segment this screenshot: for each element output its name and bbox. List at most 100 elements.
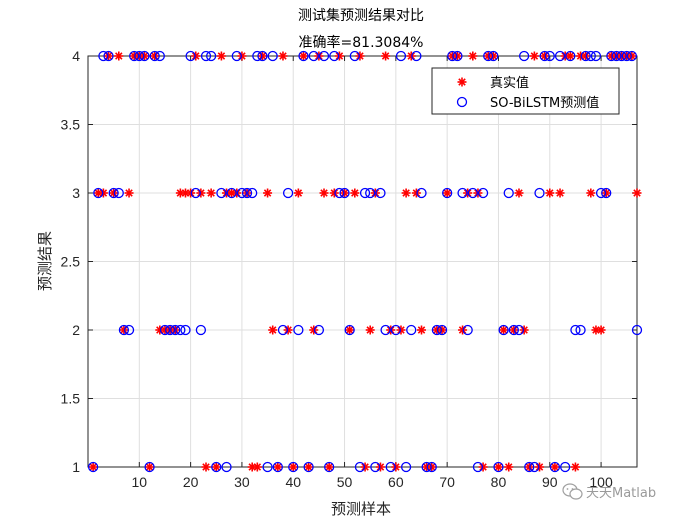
true-value-point (288, 462, 298, 472)
predicted-value-point (385, 461, 396, 473)
predicted-value-point (339, 187, 350, 199)
predicted-value-point (329, 50, 340, 62)
y-tick-label: 2.5 (61, 254, 81, 270)
predicted-value-point (606, 50, 617, 62)
x-tick-label: 70 (439, 474, 455, 490)
true-value-point (555, 188, 565, 198)
y-tick-label: 3.5 (61, 117, 81, 133)
predicted-value-point (375, 187, 386, 199)
true-value-point (88, 462, 98, 472)
true-value-point (206, 188, 216, 198)
watermark: 天天Matlab (562, 483, 656, 501)
legend: 真实值 SO-BiLSTM预测值 (431, 67, 620, 115)
predicted-value-point (129, 50, 140, 62)
x-tick-label: 50 (337, 474, 353, 490)
true-value-point (401, 188, 411, 198)
true-value-point (263, 188, 273, 198)
predicted-value-point (164, 324, 176, 336)
predicted-value-point (175, 324, 186, 336)
true-value-point (417, 325, 427, 335)
predicted-value-point (508, 324, 520, 336)
true-value-point (293, 188, 303, 198)
predicted-value-point (139, 50, 150, 62)
y-axis-label: 预测结果 (36, 231, 54, 291)
x-tick-label: 90 (542, 474, 558, 490)
true-value-point (145, 462, 155, 472)
true-value-point (298, 51, 308, 61)
predicted-value-point (431, 324, 443, 336)
y-tick-label: 3 (72, 185, 80, 201)
true-value-point (381, 51, 391, 61)
wechat-icon (562, 483, 583, 500)
predicted-value-point (344, 324, 355, 336)
true-value-point (365, 325, 375, 335)
series-predicted-values (87, 50, 643, 473)
predicted-value-point (483, 50, 494, 62)
legend-marker-circle (456, 96, 468, 108)
predicted-value-point (365, 187, 376, 199)
predicted-value-point (544, 50, 555, 62)
predicted-value-point (380, 324, 391, 336)
predicted-value-point (406, 324, 417, 336)
predicted-value-point (313, 324, 325, 336)
true-value-point (319, 188, 329, 198)
predicted-value-point (503, 187, 514, 199)
predicted-value-point (221, 461, 232, 473)
predicted-value-point (549, 461, 561, 473)
true-value-point (596, 325, 606, 335)
predicted-value-point (170, 324, 181, 336)
predicted-value-point (580, 50, 591, 62)
y-tick-labels: 1 1.5 2 2.5 3 3.5 4 (61, 48, 81, 475)
predicted-value-point (400, 461, 412, 473)
x-tick-labels: 10 20 30 40 50 60 70 80 90 100 (132, 474, 613, 490)
predicted-value-point (134, 50, 145, 62)
true-value-point (216, 51, 226, 61)
predicted-value-point (93, 187, 104, 199)
predicted-value-point (226, 187, 237, 199)
true-value-point (324, 462, 334, 472)
true-value-point (565, 51, 575, 61)
true-value-point (545, 188, 555, 198)
predicted-value-point (113, 187, 124, 199)
predicted-value-point (159, 324, 171, 336)
true-value-point (493, 462, 503, 472)
predicted-value-point (426, 461, 437, 473)
predicted-value-point (565, 50, 576, 62)
predicted-value-point (262, 461, 273, 473)
predicted-value-point (144, 461, 155, 473)
predicted-value-point (108, 187, 119, 199)
true-value-point (570, 462, 580, 472)
predicted-value-point (149, 50, 160, 62)
predicted-value-point (303, 461, 314, 473)
predicted-value-point (308, 50, 319, 62)
true-value-point (252, 462, 262, 472)
true-value-point (124, 188, 134, 198)
predicted-value-point (318, 50, 330, 62)
predicted-value-point (421, 461, 432, 473)
true-value-point (114, 51, 124, 61)
chart-title: 测试集预测结果对比 (298, 7, 424, 24)
predicted-value-point (611, 50, 622, 62)
y-tick-label: 1 (72, 459, 80, 475)
x-tick-label: 80 (491, 474, 507, 490)
predicted-value-point (554, 50, 566, 62)
predicted-value-point (452, 50, 463, 62)
predicted-value-point (411, 50, 422, 62)
legend-marker-asterisk (457, 77, 467, 87)
predicted-value-point (590, 50, 602, 62)
true-value-point (304, 462, 314, 472)
predicted-value-point (98, 50, 109, 62)
true-value-point (201, 462, 211, 472)
predicted-value-point (211, 461, 222, 473)
true-value-point (632, 188, 642, 198)
true-value-point (273, 462, 283, 472)
predicted-value-point (524, 461, 535, 473)
x-tick-label: 30 (234, 474, 250, 490)
predicted-value-point (277, 324, 289, 336)
predicted-value-point (154, 50, 165, 62)
predicted-value-point (293, 324, 304, 336)
predicted-value-point (513, 324, 525, 336)
grid-lines (88, 55, 637, 468)
predicted-value-point (570, 324, 581, 336)
